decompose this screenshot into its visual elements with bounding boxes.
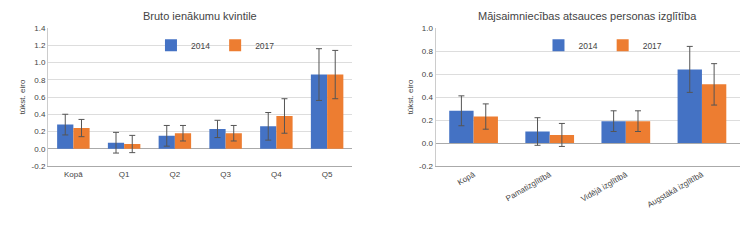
svg-text:0.4: 0.4: [422, 93, 434, 102]
svg-text:tūkst. eiro: tūkst. eiro: [18, 79, 27, 114]
svg-text:1.4: 1.4: [34, 24, 46, 33]
svg-text:0.2: 0.2: [34, 127, 46, 136]
svg-text:0.6: 0.6: [34, 93, 46, 102]
svg-text:Q4: Q4: [271, 170, 282, 179]
svg-text:0.0: 0.0: [422, 139, 434, 148]
svg-text:Kopā: Kopā: [456, 170, 477, 187]
svg-text:Mājsaimniecības atsauces perso: Mājsaimniecības atsauces personas izglīt…: [478, 10, 697, 22]
svg-text:0.4: 0.4: [34, 110, 46, 119]
svg-text:2014: 2014: [578, 41, 597, 51]
svg-text:Vidējā izglītībā: Vidējā izglītībā: [579, 170, 629, 204]
svg-text:Q5: Q5: [322, 170, 333, 179]
svg-text:0.8: 0.8: [422, 47, 434, 56]
svg-text:0.0: 0.0: [34, 145, 46, 154]
svg-text:1.2: 1.2: [34, 41, 46, 50]
svg-text:Q2: Q2: [170, 170, 181, 179]
svg-text:2017: 2017: [643, 41, 662, 51]
svg-text:-0.2: -0.2: [419, 162, 433, 171]
svg-text:Q3: Q3: [220, 170, 231, 179]
svg-text:0.8: 0.8: [34, 76, 46, 85]
svg-text:Augstākā izglītībā: Augstākā izglītībā: [646, 170, 706, 210]
svg-text:tūkst. eiro: tūkst. eiro: [406, 79, 415, 114]
svg-text:Pamatizglītībā: Pamatizglītībā: [504, 170, 553, 203]
svg-text:Kopā: Kopā: [64, 170, 83, 179]
svg-text:0.2: 0.2: [422, 116, 434, 125]
svg-text:2017: 2017: [255, 41, 274, 51]
svg-text:1.0: 1.0: [422, 24, 434, 33]
svg-text:2014: 2014: [191, 41, 210, 51]
svg-text:Q1: Q1: [119, 170, 130, 179]
svg-text:Bruto ienākumu kvintile: Bruto ienākumu kvintile: [143, 10, 257, 22]
svg-text:1.0: 1.0: [34, 58, 46, 67]
svg-text:0.6: 0.6: [422, 70, 434, 79]
svg-text:-0.2: -0.2: [32, 162, 46, 171]
